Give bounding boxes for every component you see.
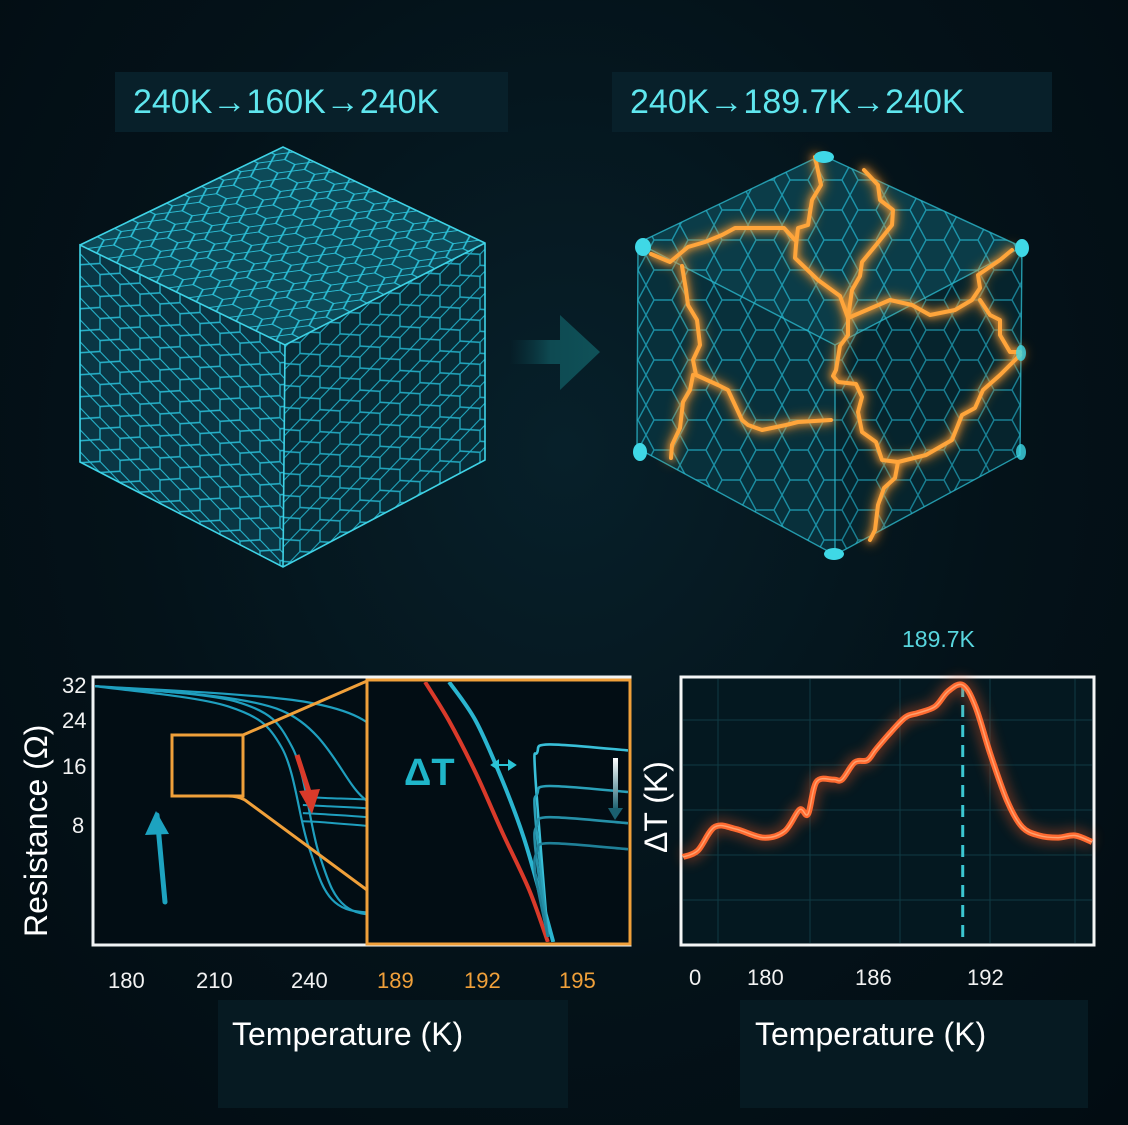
x-label-backdrop-right — [740, 1000, 1088, 1108]
inset-curve-minor-4 — [533, 841, 628, 938]
grain-boundary-cracks — [646, 152, 1025, 545]
right-cube — [633, 151, 1029, 560]
x-tick-240: 240 — [291, 968, 328, 993]
resistance-curve-warming-1 — [95, 684, 367, 914]
minor-loop — [302, 795, 367, 801]
corner-node — [1015, 239, 1029, 257]
rx-tick-186: 186 — [855, 965, 892, 990]
inset-x-tick-195: 195 — [559, 968, 596, 993]
y-tick-8: 8 — [72, 813, 85, 838]
resistance-curve-cooling-2 — [95, 684, 367, 724]
down-arrow-icon — [294, 754, 320, 814]
rx-tick-0: 0 — [689, 965, 702, 990]
minor-loop — [302, 803, 367, 810]
x-label-backdrop-left — [218, 1000, 568, 1108]
delta-t-chart — [679, 675, 1096, 947]
delta-t-annotation: ΔT — [404, 752, 455, 794]
zoom-inset-box — [365, 678, 632, 946]
zoom-indicator — [170, 679, 368, 892]
corner-node — [814, 151, 834, 163]
corner-node — [1016, 345, 1026, 361]
minor-loops — [302, 795, 367, 827]
delta-t-curve — [680, 677, 1095, 864]
resistance-curves — [95, 684, 367, 916]
resistance-chart — [91, 675, 632, 947]
inset-x-tick-189: 189 — [377, 968, 414, 993]
resistance-curve-warming-2 — [95, 684, 367, 916]
delta-t-axis-title: ΔT (K) — [638, 761, 674, 853]
x-tick-180: 180 — [108, 968, 145, 993]
trend-down-arrow-icon — [608, 758, 623, 820]
double-arrow-icon — [490, 759, 517, 771]
left-x-axis-title: Temperature (K) — [232, 1016, 464, 1052]
inset-curve-minor-2 — [533, 784, 628, 937]
corner-node — [824, 548, 844, 560]
y-tick-16: 16 — [62, 754, 87, 779]
corner-node — [635, 238, 651, 256]
zoom-connector-bottom — [172, 794, 368, 892]
inset-curve-red-branch — [423, 682, 550, 942]
inset-x-tick-192: 192 — [464, 968, 501, 993]
inset-curves — [423, 682, 628, 942]
y-tick-24: 24 — [62, 708, 87, 733]
resistance-axis-title: Resistance (Ω) — [18, 724, 54, 937]
rx-tick-180: 180 — [747, 965, 784, 990]
delta-t-plot-area — [679, 675, 1096, 947]
corner-nodes — [633, 151, 1029, 560]
resistance-curve-cooling-1 — [95, 684, 367, 803]
up-arrow-icon — [145, 811, 169, 905]
minor-loop — [302, 820, 367, 827]
right-cycle-label: 240K→189.7K→240K — [612, 72, 1052, 132]
x-tick-210: 210 — [196, 968, 233, 993]
y-tick-32: 32 — [62, 673, 87, 698]
left-cycle-label: 240K→160K→240K — [115, 72, 508, 132]
zoom-connector-top — [242, 679, 368, 737]
corner-node — [1016, 444, 1026, 460]
inset-curve-minor-1 — [533, 743, 628, 937]
rx-tick-192: 192 — [967, 965, 1004, 990]
delta-t-curve-highlight — [682, 683, 1093, 858]
peak-temperature-label: 189.7K — [902, 626, 975, 652]
left-cube — [79, 146, 486, 568]
right-arrow-icon — [510, 315, 600, 390]
right-x-axis-title: Temperature (K) — [755, 1016, 987, 1052]
corner-node — [633, 443, 647, 461]
inset-curve-minor-3 — [533, 815, 628, 937]
minor-loop — [302, 812, 367, 819]
delta-t-grid — [683, 679, 1092, 943]
